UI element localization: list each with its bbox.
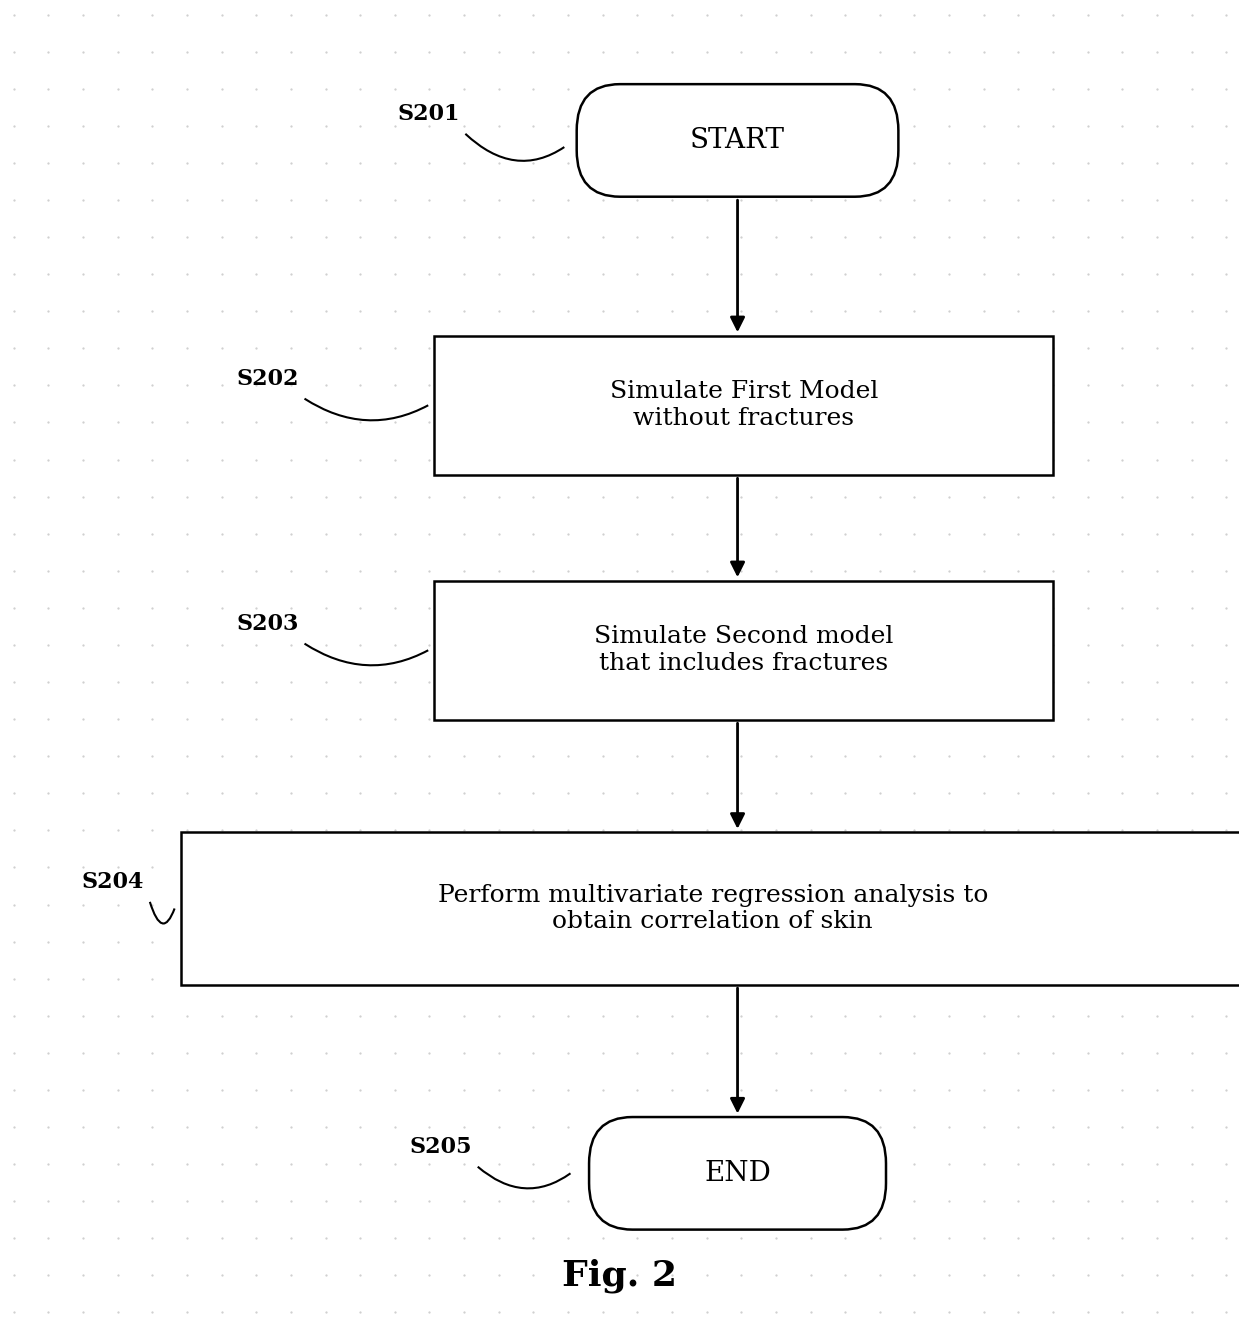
Text: Simulate First Model
without fractures: Simulate First Model without fractures (610, 381, 878, 430)
Text: Simulate Second model
that includes fractures: Simulate Second model that includes frac… (594, 625, 893, 675)
Text: END: END (704, 1160, 771, 1186)
Text: S202: S202 (237, 368, 299, 390)
Text: START: START (689, 127, 785, 154)
Text: S201: S201 (397, 104, 460, 125)
Bar (181, 832, 1240, 985)
Text: S205: S205 (409, 1136, 472, 1158)
FancyBboxPatch shape (577, 84, 898, 196)
Text: S203: S203 (237, 613, 299, 634)
Text: S204: S204 (82, 871, 144, 893)
Text: Perform multivariate regression analysis to
obtain correlation of skin: Perform multivariate regression analysis… (438, 884, 988, 933)
FancyBboxPatch shape (589, 1117, 887, 1230)
Bar (434, 581, 1053, 719)
Text: Fig. 2: Fig. 2 (563, 1258, 677, 1292)
Bar (434, 336, 1053, 475)
